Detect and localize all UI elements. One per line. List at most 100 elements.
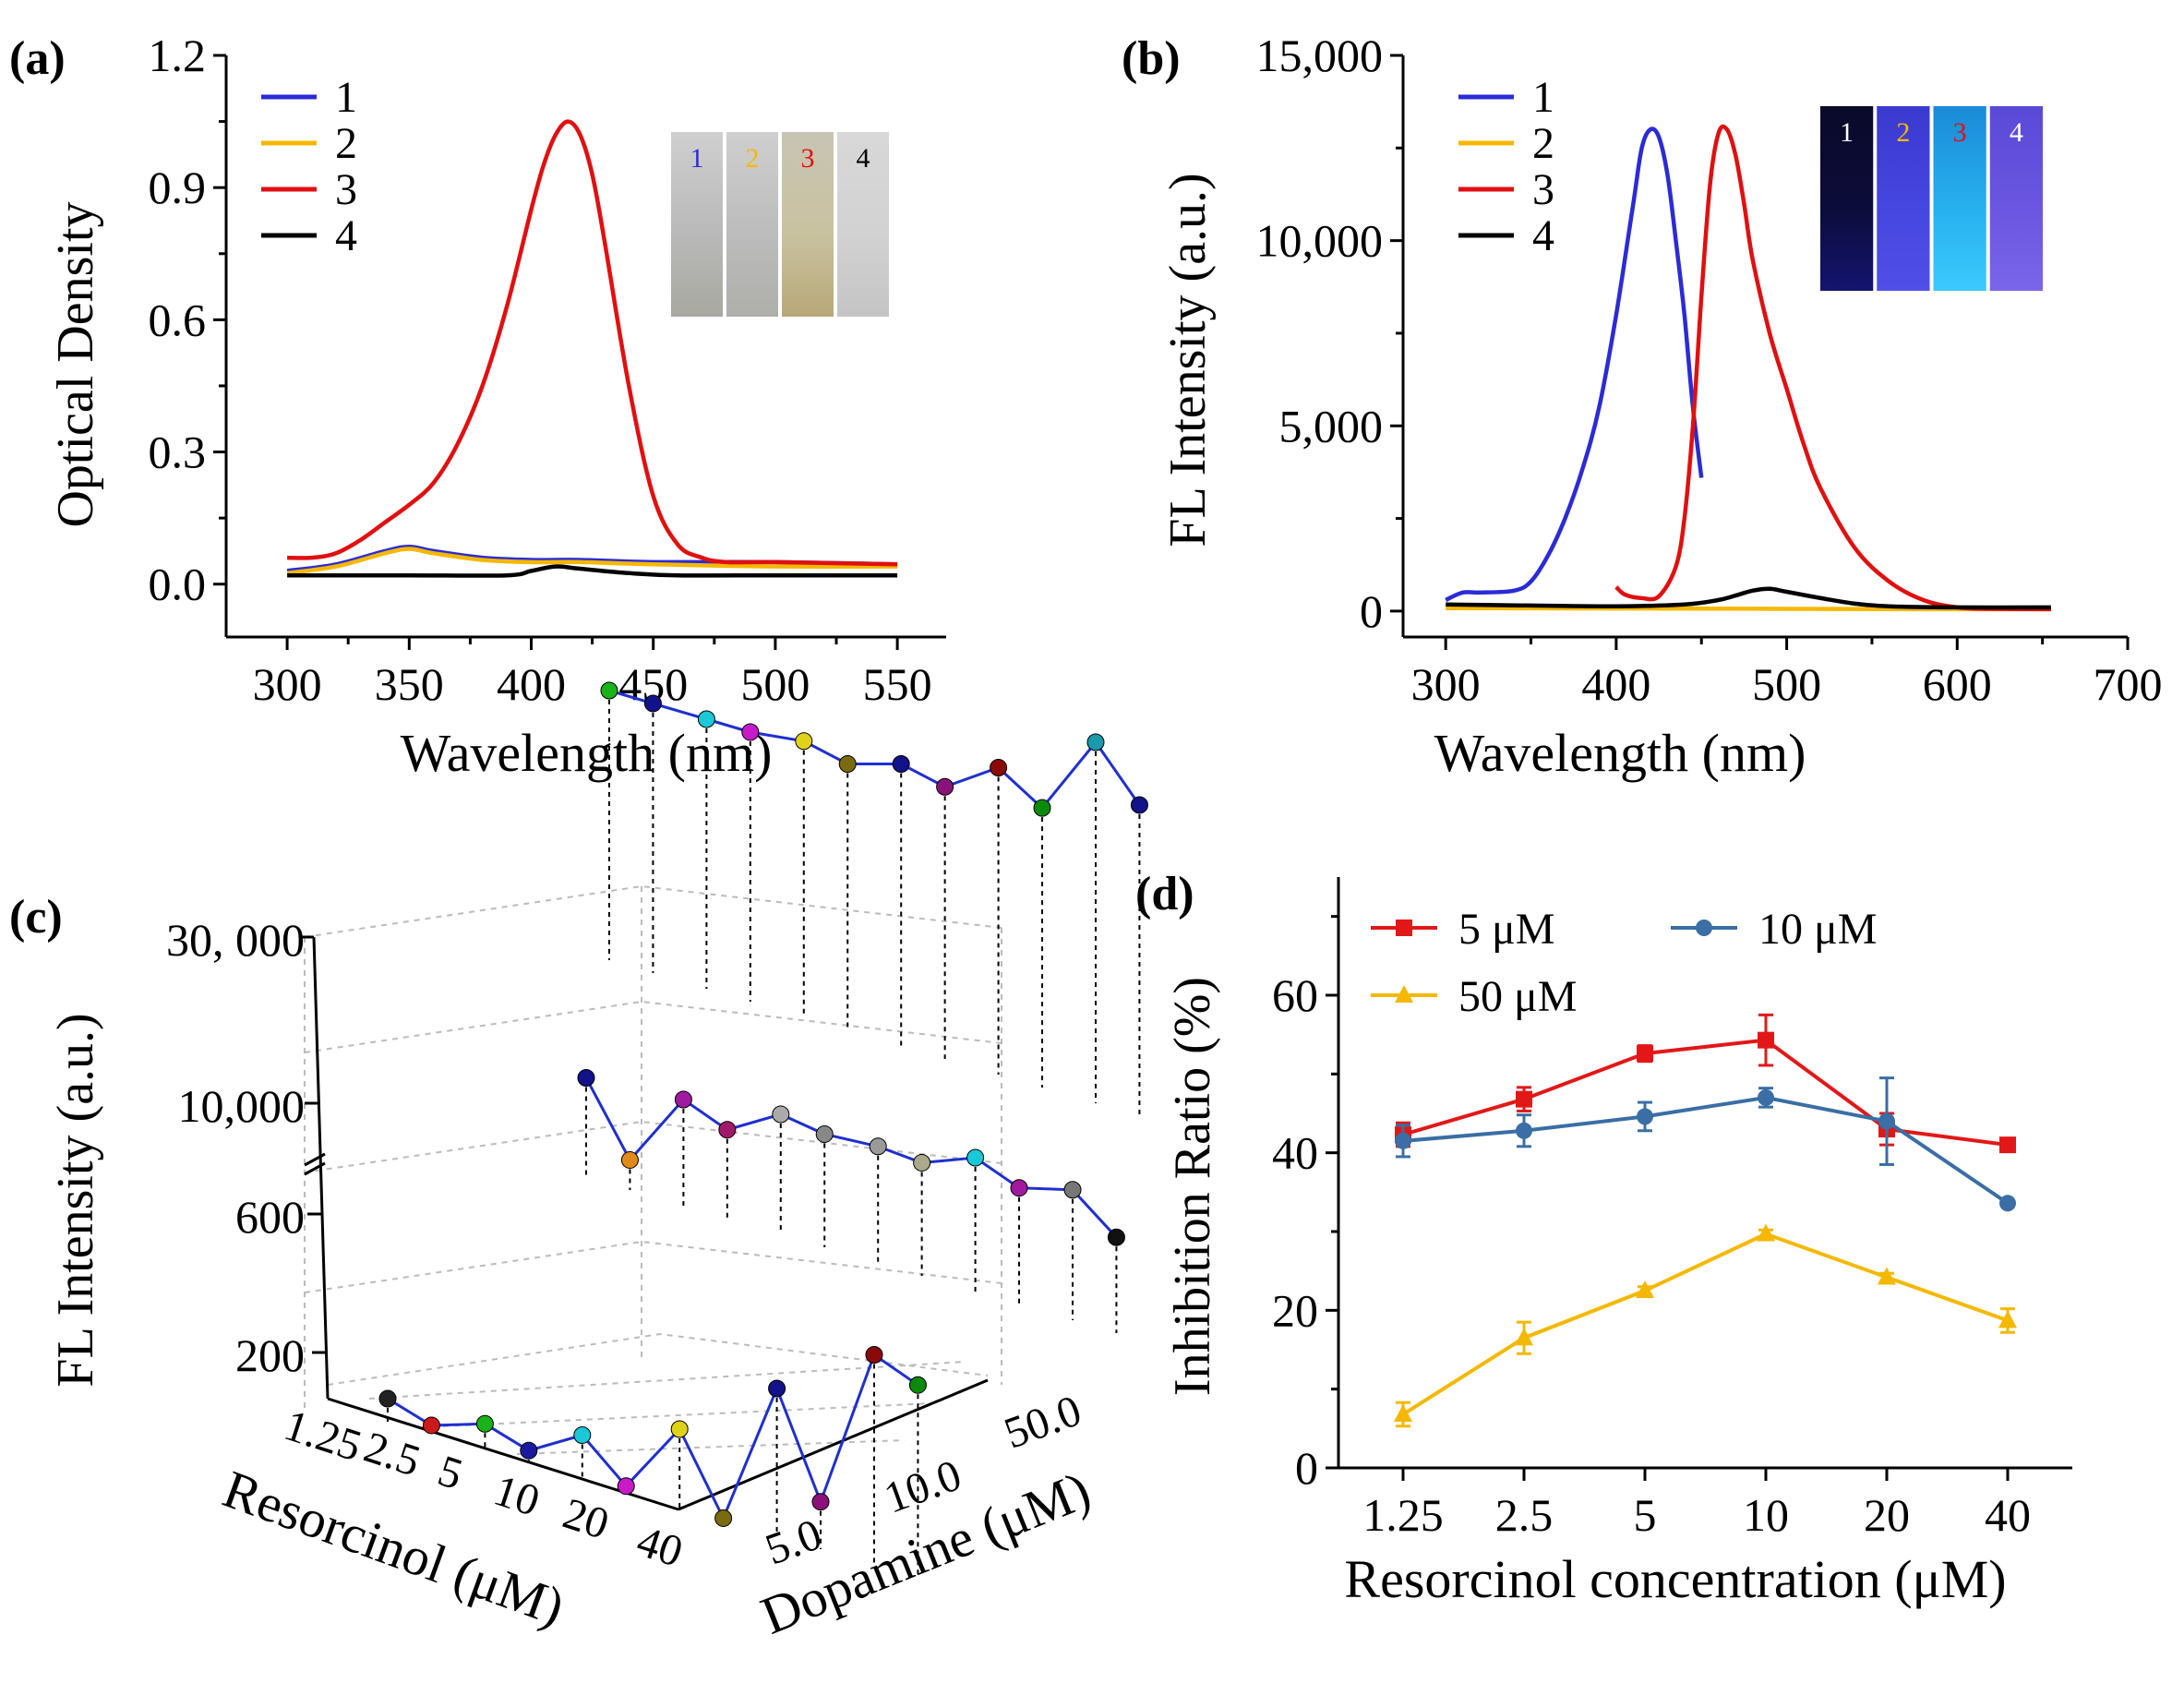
vial-1 xyxy=(1820,106,1874,291)
data-point-c-1-3 xyxy=(718,1121,737,1139)
data-point-c-2-0 xyxy=(600,681,618,700)
data-point-1-5 xyxy=(1999,1195,2016,1212)
series-line-c-1 xyxy=(584,1076,1118,1239)
data-point-c-1-0 xyxy=(577,1069,595,1087)
data-point-c-2-2 xyxy=(697,710,715,728)
data-point-0-1 xyxy=(1516,1090,1532,1108)
x-tick-label: 5 xyxy=(1634,1489,1657,1541)
x-tick-label: 500 xyxy=(740,658,810,710)
data-point-c-0-9 xyxy=(811,1493,830,1511)
y-tick-label: 0.0 xyxy=(149,559,207,610)
data-point-0-2 xyxy=(1637,1045,1653,1063)
panel-c: (c) 30, 000 xyxy=(9,681,1148,1646)
y-tick-label: 0.3 xyxy=(149,427,207,478)
data-point-c-0-2 xyxy=(475,1414,494,1433)
panel-c-drop-lines xyxy=(387,691,1141,1578)
data-point-1-0 xyxy=(1395,1132,1411,1149)
x-tick-label: 10 xyxy=(1743,1489,1789,1541)
vial-label-2: 2 xyxy=(1896,117,1910,148)
data-point-c-1-5 xyxy=(815,1124,834,1143)
data-point-c-2-3 xyxy=(741,723,760,741)
y-tick-label: 10,000 xyxy=(1256,215,1384,267)
data-point-c-2-5 xyxy=(838,755,857,774)
c-xtick-5: 5 xyxy=(432,1446,468,1499)
x-tick-label: 700 xyxy=(2094,658,2163,710)
panel-a-inset-photo: 1 2 3 4 xyxy=(671,132,889,317)
data-point-c-0-3 xyxy=(520,1441,538,1460)
c-xtick-1.25: 1.25 xyxy=(279,1400,367,1471)
data-point-1-4 xyxy=(1878,1112,1895,1130)
data-point-c-2-7 xyxy=(936,777,954,796)
data-point-1-1 xyxy=(1516,1122,1532,1139)
data-point-c-1-1 xyxy=(620,1150,639,1169)
panel-c-label: (c) xyxy=(9,891,63,944)
data-point-c-1-8 xyxy=(966,1148,985,1167)
c-ztick-10000: 10,000 xyxy=(178,1080,306,1132)
data-point-c-1-2 xyxy=(674,1090,692,1109)
data-point-c-0-5 xyxy=(617,1477,635,1496)
y-tick-label: 0.6 xyxy=(149,294,207,345)
panel-a-series xyxy=(286,119,898,578)
x-tick-label: 300 xyxy=(253,658,322,710)
y-tick-label: 20 xyxy=(1272,1284,1318,1336)
data-point-c-2-8 xyxy=(990,759,1008,776)
legend-label-2: 50 μM xyxy=(1458,972,1577,1021)
data-point-1-2 xyxy=(1637,1108,1653,1125)
data-point-c-1-10 xyxy=(1063,1181,1082,1199)
panel-d-ylabel: Inhibition Ratio (%) xyxy=(1164,977,1221,1396)
legend-label-3: 3 xyxy=(335,165,357,214)
series-line-4 xyxy=(1446,586,2051,610)
x-tick-label: 20 xyxy=(1864,1489,1910,1541)
vial-2 xyxy=(726,132,778,317)
x-tick-label: 300 xyxy=(1411,658,1481,710)
legend-label-4: 4 xyxy=(335,211,357,260)
data-point-2-0 xyxy=(1394,1403,1412,1422)
data-point-c-1-6 xyxy=(869,1137,887,1156)
series-line-1 xyxy=(1445,126,1704,602)
x-tick-label: 350 xyxy=(375,658,444,710)
series-line-2 xyxy=(1401,1232,2009,1416)
legend-label-3: 3 xyxy=(1532,165,1554,214)
data-point-c-2-6 xyxy=(892,755,910,773)
data-point-c-2-1 xyxy=(643,694,662,713)
data-point-0-3 xyxy=(1758,1031,1774,1049)
panel-b: (b) 300 400 500 600 700 0 5,000 10,000 15,000 FL… xyxy=(1122,30,2163,783)
panel-d-xlabel: Resorcinol concentration (μM) xyxy=(1344,1549,2006,1609)
data-point-2-5 xyxy=(1998,1310,2017,1328)
legend-label-1: 10 μM xyxy=(1758,905,1877,954)
vial-4 xyxy=(837,132,889,317)
legend-label-0: 5 μM xyxy=(1458,905,1554,954)
vial-3 xyxy=(1933,106,1986,291)
vial-label-4: 4 xyxy=(2010,117,2023,148)
y-tick-label: 0 xyxy=(1360,585,1383,637)
data-point-0-5 xyxy=(1999,1136,2016,1154)
panel-d-axes: 1.25 2.5 5 10 20 40 0 20 40 60 xyxy=(1272,877,2072,1541)
legend-label-4: 4 xyxy=(1532,211,1554,260)
y-tick-label: 0.9 xyxy=(149,162,207,213)
data-point-c-1-11 xyxy=(1107,1228,1125,1246)
x-tick-label: 400 xyxy=(497,658,566,710)
legend-label-1: 1 xyxy=(1532,73,1554,122)
vial-label-4: 4 xyxy=(857,143,870,174)
y-tick-label: 60 xyxy=(1272,969,1318,1021)
x-tick-label: 500 xyxy=(1752,658,1821,710)
data-point-c-0-0 xyxy=(378,1389,397,1408)
vial-label-2: 2 xyxy=(746,143,760,174)
data-point-c-0-10 xyxy=(865,1346,883,1364)
panel-b-inset-photo: 1 2 3 4 xyxy=(1820,106,2043,291)
c-ztick-30000: 30, 000 xyxy=(166,914,305,966)
data-point-2-4 xyxy=(1878,1267,1896,1285)
x-tick-label: 1.25 xyxy=(1362,1489,1444,1541)
vial-4 xyxy=(1989,106,2043,291)
y-tick-label: 1.2 xyxy=(149,30,207,81)
panel-b-label: (b) xyxy=(1122,32,1181,85)
data-point-c-0-6 xyxy=(670,1420,689,1438)
panel-b-axes: 300 400 500 600 700 0 5,000 10,000 15,000 xyxy=(1256,30,2163,710)
panel-c-axes xyxy=(300,935,989,1511)
x-tick-label: 2.5 xyxy=(1495,1489,1554,1541)
panel-c-tick-labels: 30, 000 10,000 600 200 1.25 2.5 5 10 20 … xyxy=(166,914,1087,1577)
panel-d: (d) 1.25 2.5 5 10 20 40 0 20 40 60 Inhibition Rat… xyxy=(1135,868,2072,1609)
data-point-c-2-9 xyxy=(1033,799,1051,817)
